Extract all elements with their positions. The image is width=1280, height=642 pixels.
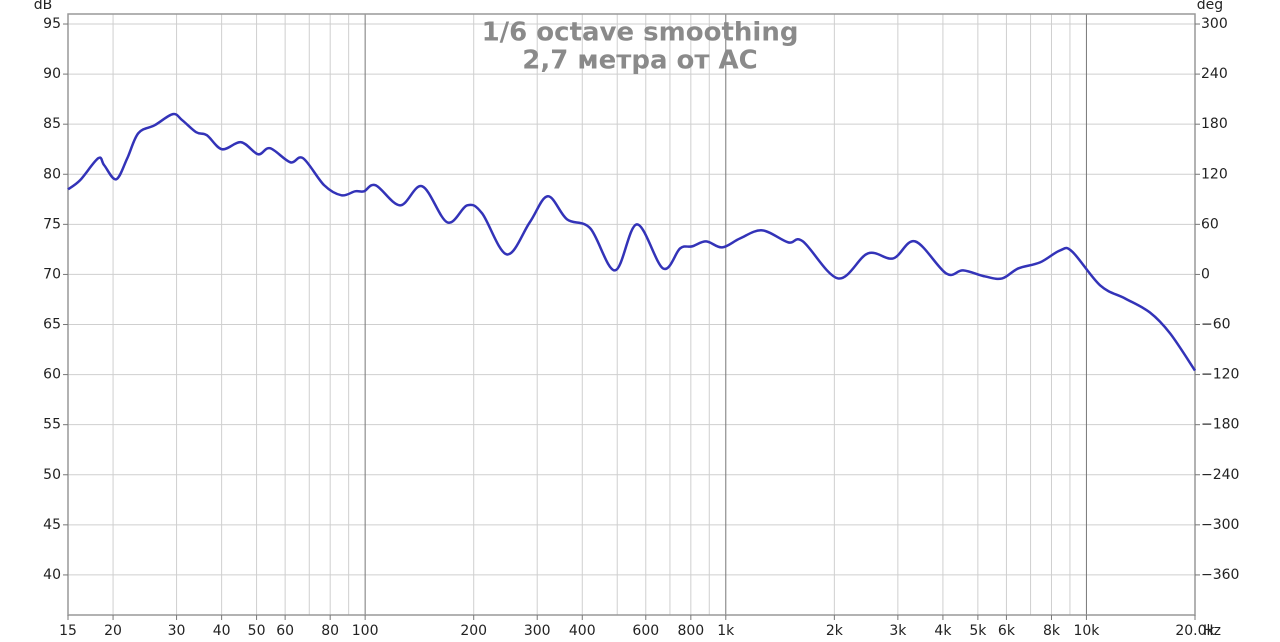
- x-tick-label: 20.0k: [1175, 623, 1215, 639]
- y-tick-label: 80: [43, 166, 61, 182]
- y-tick-label: 85: [43, 116, 61, 132]
- y-tick-label: 90: [43, 66, 61, 82]
- y-tick-label: 55: [43, 417, 61, 433]
- y-tick-label: 95: [43, 16, 61, 32]
- y2-tick-label: 300: [1201, 16, 1228, 32]
- x-axis-label: Hz: [1203, 623, 1221, 639]
- y2-tick-label: −120: [1201, 367, 1239, 383]
- y2-tick-label: 180: [1201, 116, 1228, 132]
- y-axis-label: dB: [34, 0, 53, 13]
- x-tick-label: 200: [460, 623, 487, 639]
- y-tick-label: 60: [43, 367, 61, 383]
- x-tick-label: 20: [104, 623, 122, 639]
- x-tick-label: 5k: [969, 623, 987, 639]
- y2-tick-label: −60: [1201, 317, 1231, 333]
- y2-tick-label: −360: [1201, 567, 1239, 583]
- x-tick-label: 8k: [1043, 623, 1061, 639]
- y2-tick-label: −240: [1201, 467, 1239, 483]
- chart-subtitle: 2,7 метра от АС: [522, 46, 757, 76]
- x-tick-label: 4k: [934, 623, 952, 639]
- y-tick-label: 50: [43, 467, 61, 483]
- x-tick-label: 6k: [998, 623, 1016, 639]
- y-tick-label: 75: [43, 216, 61, 232]
- y2-tick-label: −180: [1201, 417, 1239, 433]
- y2-axis-label: deg: [1197, 0, 1223, 13]
- x-tick-label: 600: [632, 623, 659, 639]
- y2-tick-label: 60: [1201, 216, 1219, 232]
- x-tick-label: 3k: [889, 623, 907, 639]
- series-line: [67, 112, 1197, 372]
- x-tick-label: 300: [524, 623, 551, 639]
- y2-tick-label: 120: [1201, 166, 1228, 182]
- y-tick-label: 40: [43, 567, 61, 583]
- x-tick-label: 10k: [1073, 623, 1100, 639]
- chart-title: 1/6 octave smoothing: [482, 18, 799, 48]
- x-tick-label: 100: [352, 623, 379, 639]
- x-tick-label: 30: [168, 623, 186, 639]
- x-tick-label: 60: [276, 623, 294, 639]
- x-tick-label: 80: [321, 623, 339, 639]
- y-tick-label: 65: [43, 317, 61, 333]
- y-tick-label: 70: [43, 266, 61, 282]
- x-tick-label: 400: [569, 623, 596, 639]
- x-tick-label: 800: [677, 623, 704, 639]
- x-tick-label: 50: [248, 623, 266, 639]
- x-tick-label: 15: [59, 623, 77, 639]
- y-tick-label: 45: [43, 517, 61, 533]
- y2-tick-label: 0: [1201, 266, 1210, 282]
- x-tick-label: 1k: [717, 623, 735, 639]
- x-tick-label: 2k: [826, 623, 844, 639]
- plot-frame: [67, 13, 1196, 616]
- y2-tick-label: 240: [1201, 66, 1228, 82]
- x-tick-label: 40: [213, 623, 231, 639]
- y2-tick-label: −300: [1201, 517, 1239, 533]
